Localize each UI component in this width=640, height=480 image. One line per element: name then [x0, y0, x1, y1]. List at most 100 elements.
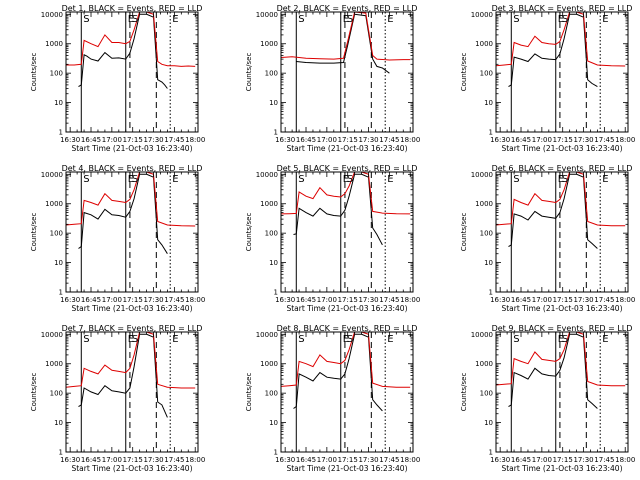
chart-7-ytick-label: 100 — [50, 390, 63, 398]
chart-9-xtick-label: 16:30 — [490, 456, 510, 464]
chart-8-ytick-label: 10000 — [256, 331, 278, 339]
chart-1-ytick-label: 10000 — [41, 11, 63, 19]
chart-6-events-series — [508, 173, 598, 249]
chart-8-marker-label: E — [387, 334, 393, 345]
chart-1-marker-label: E — [172, 14, 178, 25]
chart-1-lld-series — [66, 12, 196, 67]
chart-9-ylabel: Counts/sec — [460, 373, 468, 412]
chart-5-ytick-label: 1 — [274, 289, 278, 297]
chart-5-ytick-label: 1000 — [260, 200, 278, 208]
chart-5-marker-label: E — [343, 174, 349, 185]
chart-4-marker-label: E — [128, 174, 134, 185]
chart-5-marker-label: S — [347, 174, 353, 185]
chart-4-ytick-label: 10000 — [41, 171, 63, 179]
chart-6-xtick-label: 17:45 — [594, 296, 614, 304]
chart-2-xtick-label: 16:45 — [296, 136, 316, 144]
chart-2-xtick-label: 17:00 — [317, 136, 337, 144]
chart-1-xtick-label: 16:30 — [60, 136, 80, 144]
chart-6-panel — [495, 171, 629, 293]
chart-2-axes-frame — [280, 11, 414, 133]
chart-8-marker-label: S — [298, 334, 304, 345]
chart-7-xtick-label: 17:00 — [102, 456, 122, 464]
chart-8-xtick-label: 17:45 — [379, 456, 399, 464]
chart-3-xtick-label: 16:30 — [490, 136, 510, 144]
chart-8-ylabel: Counts/sec — [245, 373, 253, 412]
chart-4-xlabel: Start Time (21-Oct-03 16:23:40) — [71, 304, 192, 313]
chart-1-ytick-label: 1000 — [45, 40, 63, 48]
chart-9-xlabel: Start Time (21-Oct-03 16:23:40) — [501, 464, 622, 473]
chart-6-lld-series — [496, 172, 626, 227]
chart-8-panel — [280, 331, 414, 453]
chart-5-xtick-label: 17:00 — [317, 296, 337, 304]
chart-7-marker-label: E — [172, 334, 178, 345]
chart-2-lld-series — [281, 12, 411, 61]
chart-9-marker-label: S — [513, 334, 519, 345]
chart-7-ytick-label: 10000 — [41, 331, 63, 339]
chart-1-ytick-label: 10 — [54, 99, 63, 107]
chart-7-xlabel: Start Time (21-Oct-03 16:23:40) — [71, 464, 192, 473]
chart-1-panel — [65, 11, 199, 133]
chart-5-xtick-label: 16:45 — [296, 296, 316, 304]
chart-7-xtick-label: 17:15 — [123, 456, 143, 464]
chart-6-xtick-label: 17:30 — [573, 296, 593, 304]
chart-3-events-series — [508, 13, 598, 88]
chart-8-xtick-label: 16:45 — [296, 456, 316, 464]
chart-8-lld-series — [281, 332, 411, 388]
chart-3-marker-label: E — [558, 14, 564, 25]
chart-3-marker-label: E — [602, 14, 608, 25]
chart-1-xlabel: Start Time (21-Oct-03 16:23:40) — [71, 144, 192, 153]
chart-6-ytick-label: 1 — [489, 289, 493, 297]
chart-3-ytick-label: 1 — [489, 129, 493, 137]
chart-1-xtick-label: 18:00 — [185, 136, 205, 144]
chart-2-marker-label: E — [343, 14, 349, 25]
chart-3-axes-frame — [495, 11, 629, 133]
chart-4-marker-label: S — [83, 174, 89, 185]
chart-2-xtick-label: 18:00 — [400, 136, 420, 144]
chart-8-xlabel: Start Time (21-Oct-03 16:23:40) — [286, 464, 407, 473]
chart-8-title: Det 8, BLACK = Events, RED = LLD — [277, 324, 418, 333]
chart-1-title: Det 1, BLACK = Events, RED = LLD — [62, 4, 203, 13]
chart-4-xtick-label: 17:00 — [102, 296, 122, 304]
chart-5-xtick-label: 17:30 — [358, 296, 378, 304]
chart-1-axes-frame — [65, 11, 199, 133]
chart-5-xtick-label: 16:30 — [275, 296, 295, 304]
chart-7-ytick-label: 1000 — [45, 360, 63, 368]
chart-3-ytick-label: 10 — [484, 99, 493, 107]
chart-2-ytick-label: 1 — [274, 129, 278, 137]
chart-6-marker-label: E — [558, 174, 564, 185]
chart-1-xtick-label: 17:45 — [164, 136, 184, 144]
chart-4-lld-series — [66, 172, 196, 227]
chart-6-ytick-label: 10000 — [471, 171, 493, 179]
chart-2-events-series — [296, 13, 390, 74]
chart-4-title: Det 4, BLACK = Events, RED = LLD — [62, 164, 203, 173]
chart-1-xtick-label: 16:45 — [81, 136, 101, 144]
chart-3-xtick-label: 17:15 — [553, 136, 573, 144]
chart-4-ytick-label: 100 — [50, 230, 63, 238]
chart-6-marker-label: S — [562, 174, 568, 185]
chart-6-ytick-label: 1000 — [475, 200, 493, 208]
chart-5-marker-label: E — [387, 174, 393, 185]
chart-8-xtick-label: 17:30 — [358, 456, 378, 464]
chart-3-xtick-label: 17:30 — [573, 136, 593, 144]
chart-8-xtick-label: 18:00 — [400, 456, 420, 464]
chart-9-xtick-label: 18:00 — [615, 456, 635, 464]
chart-7-xtick-label: 17:45 — [164, 456, 184, 464]
chart-9-ytick-label: 1 — [489, 449, 493, 457]
chart-4-ylabel: Counts/sec — [30, 213, 38, 252]
chart-2-ytick-label: 10 — [269, 99, 278, 107]
chart-2-xlabel: Start Time (21-Oct-03 16:23:40) — [286, 144, 407, 153]
chart-7-marker-label: S — [132, 334, 138, 345]
chart-3-ylabel: Counts/sec — [460, 53, 468, 92]
chart-1-ytick-label: 100 — [50, 70, 63, 78]
chart-7-ytick-label: 10 — [54, 419, 63, 427]
chart-6-marker-label: E — [602, 174, 608, 185]
chart-4-marker-label: S — [132, 174, 138, 185]
chart-1-ylabel: Counts/sec — [30, 53, 38, 92]
chart-5-axes-frame — [280, 171, 414, 293]
chart-9-xtick-label: 17:30 — [573, 456, 593, 464]
chart-9-marker-label: S — [562, 334, 568, 345]
chart-6-xtick-label: 16:30 — [490, 296, 510, 304]
chart-1-marker-label: S — [83, 14, 89, 25]
chart-2-ytick-label: 1000 — [260, 40, 278, 48]
